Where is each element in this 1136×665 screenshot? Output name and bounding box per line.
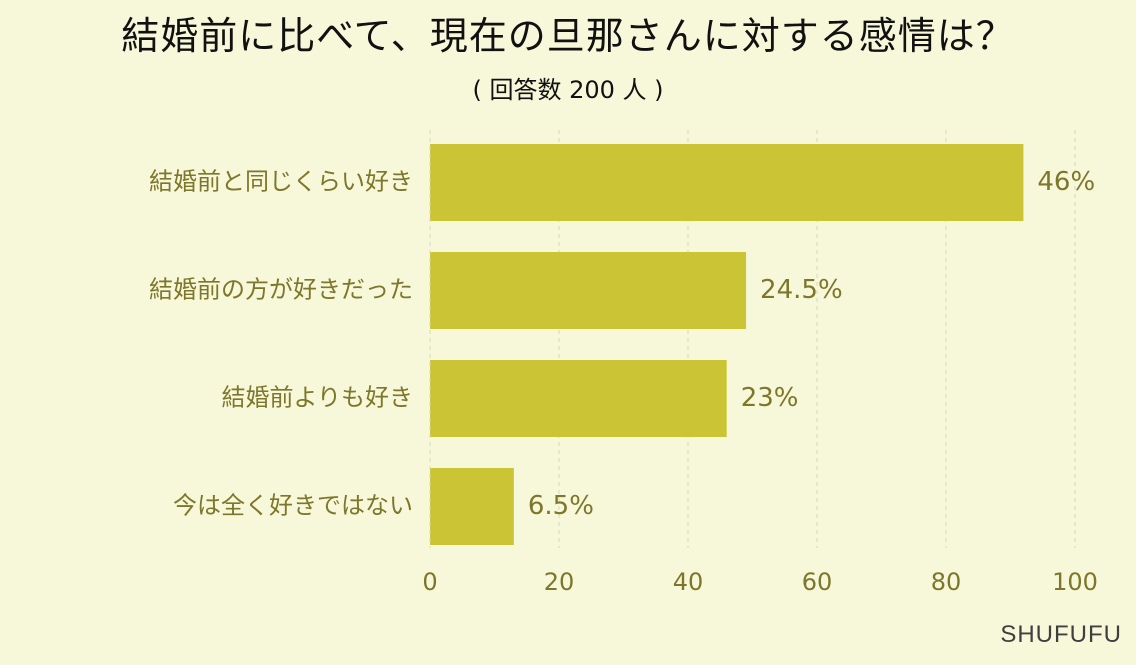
- bar: [430, 360, 727, 437]
- x-tick-label: 40: [673, 568, 704, 596]
- x-tick-label: 0: [422, 568, 437, 596]
- value-label: 24.5%: [760, 275, 843, 305]
- x-tick-label: 20: [544, 568, 575, 596]
- category-label: 今は全く好きではない: [173, 492, 413, 520]
- value-label: 6.5%: [528, 491, 594, 521]
- bar: [430, 144, 1024, 221]
- x-tick-label: 80: [931, 568, 962, 596]
- value-label: 23%: [741, 383, 799, 413]
- category-label: 結婚前の方が好きだった: [149, 276, 413, 304]
- brand-watermark: SHUFUFU: [1000, 621, 1122, 648]
- chart-title: 結婚前に比べて、現在の旦那さんに対する感情は？: [121, 14, 1015, 58]
- value-label: 46%: [1037, 167, 1095, 197]
- x-tick-label: 60: [802, 568, 833, 596]
- category-label: 結婚前よりも好き: [221, 384, 413, 412]
- bar: [430, 252, 747, 329]
- category-label: 結婚前と同じくらい好き: [149, 168, 413, 196]
- chart-subtitle: ( 回答数 200 人 ): [472, 76, 664, 104]
- x-tick-label: 100: [1052, 568, 1098, 596]
- bar: [430, 468, 514, 545]
